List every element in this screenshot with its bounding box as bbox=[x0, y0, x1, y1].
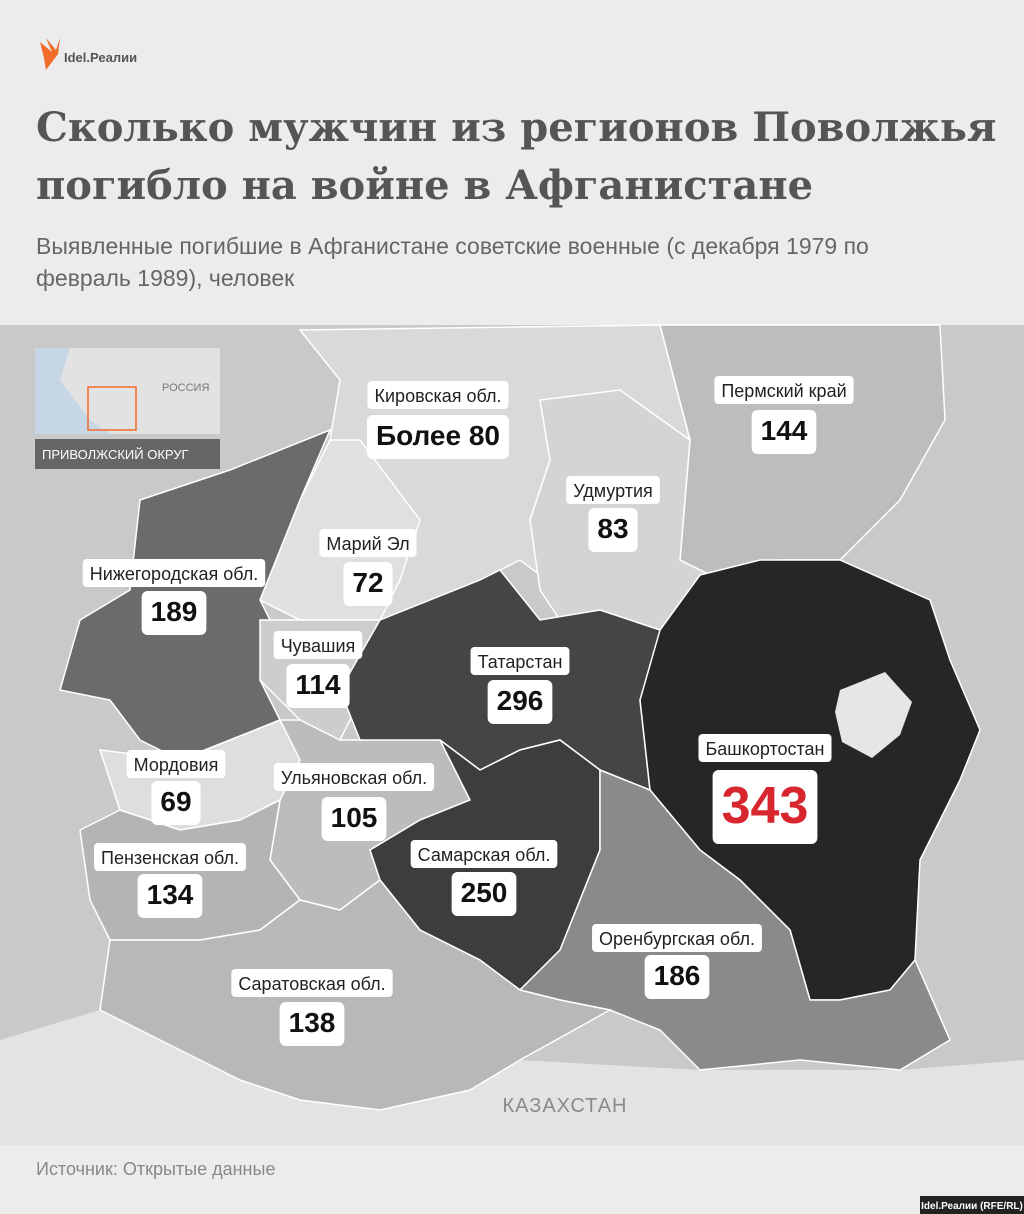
label-box bbox=[151, 781, 201, 825]
logo-icon bbox=[40, 38, 60, 70]
region-name: Самарская обл. bbox=[418, 845, 551, 865]
label-box bbox=[273, 763, 435, 791]
region-name: Марий Эл bbox=[326, 534, 409, 554]
region-label: Башкортостан 343 bbox=[698, 734, 832, 844]
region-label: Ульяновская обл. 105 bbox=[273, 763, 435, 841]
kazakhstan-area bbox=[0, 1010, 1024, 1145]
region-value: 189 bbox=[151, 596, 198, 627]
label-box bbox=[367, 381, 509, 409]
label-box bbox=[751, 410, 817, 454]
label-box bbox=[319, 529, 417, 557]
subtitle: февраль 1989), человек bbox=[36, 265, 295, 291]
title: Сколько мужчин из регионов Поволжья bbox=[36, 104, 996, 151]
region-name: Татарстан bbox=[478, 652, 563, 672]
label-box bbox=[273, 631, 363, 659]
label-box bbox=[451, 872, 517, 916]
region-value: 144 bbox=[761, 415, 808, 446]
lake bbox=[835, 672, 912, 758]
label-box bbox=[231, 969, 393, 997]
label-box bbox=[126, 750, 226, 778]
label-box bbox=[82, 559, 266, 587]
label-box bbox=[592, 924, 762, 952]
region-name: Саратовская обл. bbox=[238, 974, 385, 994]
region-value: 343 bbox=[722, 777, 809, 835]
label-box bbox=[644, 955, 710, 999]
region-name: Удмуртия bbox=[573, 481, 653, 501]
region-label: Нижегородская обл. 189 bbox=[82, 559, 266, 635]
region-label: Самарская обл. 250 bbox=[410, 840, 558, 916]
region-value: 114 bbox=[295, 669, 341, 700]
region-label: Пермский край 144 bbox=[714, 376, 854, 454]
region-label: Марий Эл 72 bbox=[319, 529, 417, 606]
inset-country: РОССИЯ bbox=[162, 382, 209, 394]
region-label: Кировская обл. Более 80 bbox=[366, 381, 510, 459]
region-value: 72 bbox=[352, 567, 383, 598]
region-value: 296 bbox=[497, 685, 544, 716]
inset-district: ПРИВОЛЖСКИЙ ОКРУГ bbox=[42, 447, 189, 462]
region-value: 186 bbox=[654, 960, 701, 991]
inset-land bbox=[60, 348, 220, 434]
region-value: 138 bbox=[289, 1007, 336, 1038]
label-box bbox=[94, 843, 246, 871]
label-box bbox=[698, 734, 832, 762]
region-value: 134 bbox=[147, 879, 194, 910]
inset-frame bbox=[87, 386, 137, 431]
credit: Idel.Реалии (RFE/RL) bbox=[921, 1201, 1023, 1212]
label-box bbox=[279, 1002, 345, 1046]
label-box bbox=[343, 562, 393, 606]
region-value: 69 bbox=[160, 786, 191, 817]
title: погибло на войне в Афганистане bbox=[36, 162, 813, 209]
region-label: Оренбургская обл. 186 bbox=[592, 924, 762, 999]
region-name: Кировская обл. bbox=[375, 386, 502, 406]
logo-text: Idel.Реалии bbox=[64, 50, 137, 65]
credit-box bbox=[920, 1196, 1024, 1214]
region-label: Удмуртия 83 bbox=[566, 476, 660, 552]
region-name: Башкортостан bbox=[705, 739, 824, 759]
region-name: Пензенская обл. bbox=[101, 848, 239, 868]
labels: Кировская обл. Более 80 Пермский край 144 Уд… bbox=[82, 376, 854, 1046]
inset-bar bbox=[35, 439, 220, 469]
region-label: Мордовия 69 bbox=[126, 750, 226, 825]
label-box bbox=[321, 797, 387, 841]
label-box bbox=[137, 874, 203, 918]
region-name: Чувашия bbox=[281, 636, 356, 656]
label-box bbox=[141, 591, 207, 635]
label-box bbox=[286, 664, 350, 708]
region-label: Пензенская обл. 134 bbox=[94, 843, 246, 918]
region-name: Оренбургская обл. bbox=[599, 929, 755, 949]
label-box bbox=[566, 476, 660, 504]
region-value: Более 80 bbox=[376, 420, 500, 451]
neighbor-label: КАЗАХСТАН bbox=[503, 1095, 628, 1117]
region-value: 105 bbox=[331, 802, 378, 833]
label-box bbox=[470, 647, 570, 675]
region-value: 250 bbox=[461, 877, 508, 908]
label-box bbox=[588, 508, 638, 552]
region-name: Ульяновская обл. bbox=[281, 768, 427, 788]
label-box bbox=[366, 415, 510, 459]
subtitle: Выявленные погибшие в Афганистане советс… bbox=[36, 233, 869, 259]
region-name: Мордовия bbox=[134, 755, 219, 775]
region-label: Саратовская обл. 138 bbox=[231, 969, 393, 1046]
label-box bbox=[410, 840, 558, 868]
region-value: 83 bbox=[597, 513, 628, 544]
region-label: Татарстан 296 bbox=[470, 647, 570, 724]
region-name: Нижегородская обл. bbox=[90, 564, 258, 584]
region-name: Пермский край bbox=[721, 381, 846, 401]
label-box bbox=[712, 770, 818, 844]
source: Источник: Открытые данные bbox=[36, 1159, 275, 1179]
label-box bbox=[487, 680, 553, 724]
logo: Idel.Реалии bbox=[40, 38, 137, 70]
region-label: Чувашия 114 bbox=[273, 631, 363, 708]
inset-map: РОССИЯ ПРИВОЛЖСКИЙ ОКРУГ bbox=[35, 348, 220, 469]
label-box bbox=[714, 376, 854, 404]
